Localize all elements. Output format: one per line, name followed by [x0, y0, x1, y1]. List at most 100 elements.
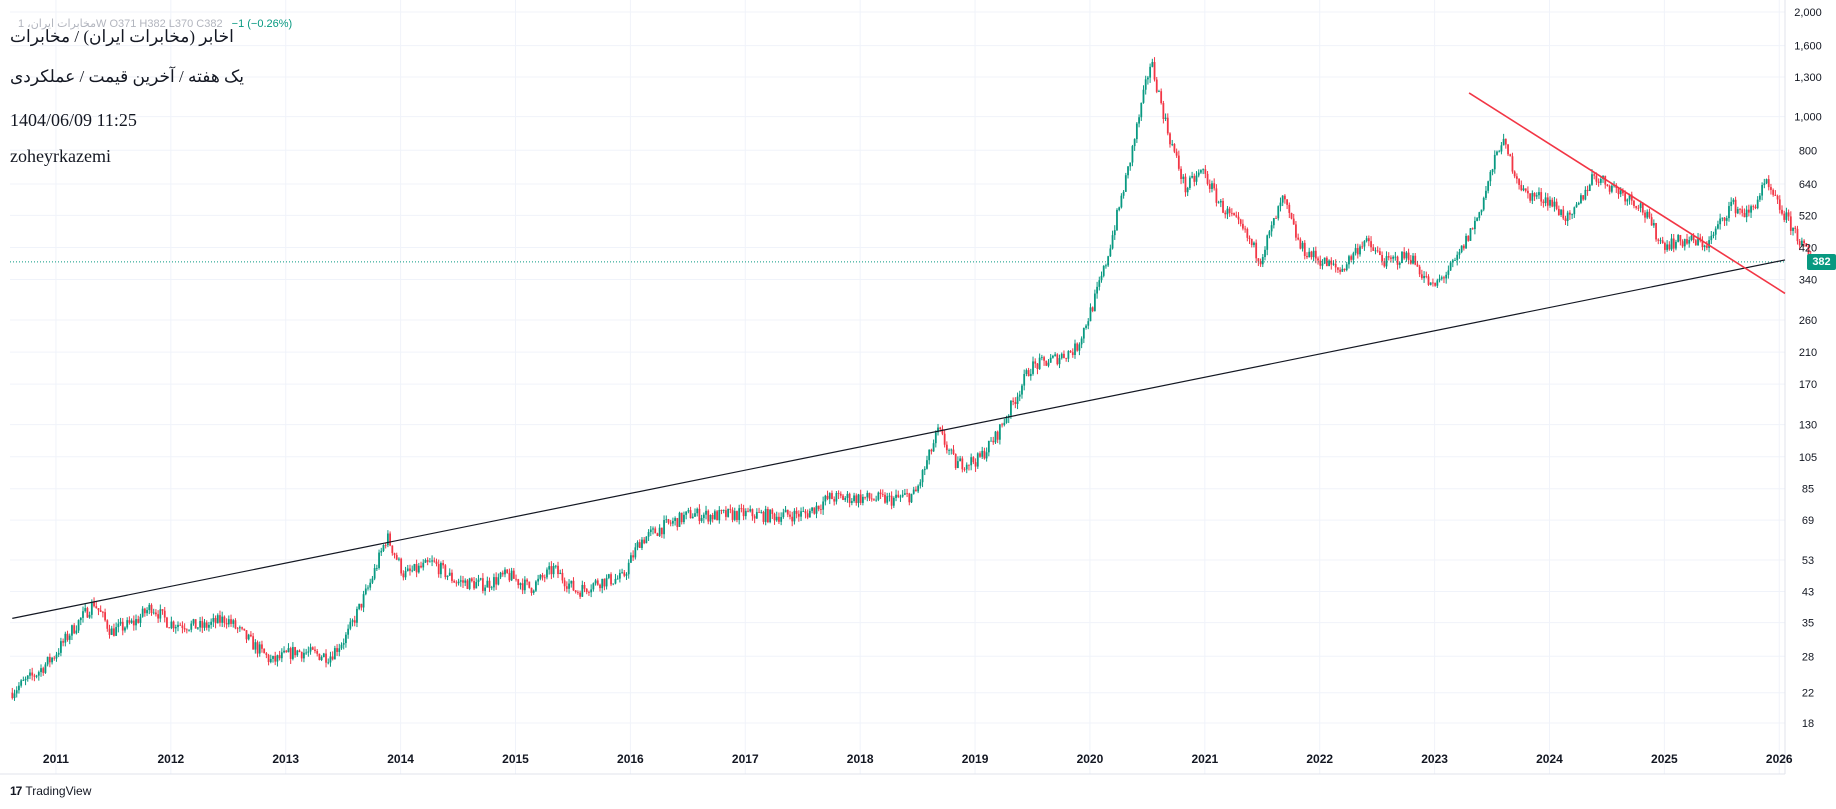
candle — [919, 479, 922, 489]
candle — [532, 589, 535, 595]
candle-body — [1719, 218, 1722, 225]
candle-body — [1043, 357, 1045, 361]
candle — [1147, 75, 1149, 85]
candle — [892, 496, 895, 508]
candle-body — [848, 493, 851, 503]
candle — [470, 577, 473, 583]
candle-body — [278, 655, 281, 659]
candle-body — [1226, 208, 1229, 215]
candle — [974, 458, 977, 472]
candle-body — [1244, 228, 1247, 230]
candle-body — [523, 579, 526, 591]
candle-body — [1319, 260, 1322, 266]
candle — [309, 643, 312, 655]
candle-body — [1321, 263, 1324, 266]
candle — [1485, 185, 1487, 201]
candle — [700, 514, 703, 523]
resistance-trendline[interactable] — [1468, 92, 1786, 295]
candle — [375, 564, 378, 572]
candle — [552, 563, 555, 578]
candle — [1736, 206, 1739, 215]
price-axis[interactable]: 2,0001,6001,3001,00080064052042034026021… — [1794, 7, 1822, 730]
candle — [725, 506, 727, 521]
symbol-title: اخابر (مخابرات ایران) / مخابرات — [10, 27, 234, 46]
candle — [265, 652, 268, 659]
candle-body — [1091, 307, 1094, 311]
tradingview-brand[interactable]: 17 TradingView — [10, 783, 91, 799]
candle-body — [1385, 256, 1388, 267]
candle — [1345, 261, 1348, 272]
candle-body — [903, 493, 906, 495]
candle — [1770, 183, 1772, 195]
candle-body — [1515, 176, 1518, 179]
candle-body — [667, 519, 670, 523]
candle-body — [1374, 250, 1377, 252]
candle-body — [749, 509, 752, 512]
candle — [148, 602, 151, 615]
candle — [1306, 252, 1308, 259]
candle-body — [300, 651, 303, 659]
candle — [526, 578, 528, 586]
candle-body — [782, 512, 785, 518]
candle-body — [1518, 178, 1520, 185]
trendlines[interactable] — [12, 92, 1786, 619]
candle — [601, 578, 604, 594]
candle-body — [585, 588, 588, 593]
candle-body — [660, 527, 663, 535]
candle — [314, 646, 316, 654]
candle — [150, 603, 153, 616]
candle-body — [227, 619, 230, 625]
candle — [1467, 235, 1470, 242]
candle — [20, 679, 23, 688]
candle-body — [733, 511, 736, 520]
candle-body — [656, 533, 659, 536]
candle-body — [272, 655, 274, 659]
candle — [1056, 353, 1059, 366]
candle-body — [607, 574, 610, 578]
candle — [521, 578, 524, 595]
candle — [1549, 196, 1551, 208]
candle-body — [1721, 217, 1724, 219]
candle — [968, 464, 970, 471]
candle-body — [1582, 195, 1585, 200]
candle-body — [201, 620, 204, 628]
candle — [1557, 205, 1560, 216]
candle-body — [1147, 77, 1149, 80]
candle — [1144, 75, 1147, 95]
candle — [824, 494, 827, 506]
candle-body — [172, 621, 175, 629]
candle-body — [1080, 338, 1083, 345]
candle — [1747, 204, 1750, 217]
candle — [1292, 213, 1295, 225]
candle-body — [1776, 195, 1779, 200]
candle — [1480, 209, 1483, 216]
candle — [1184, 173, 1187, 197]
time-axis[interactable]: 2011 2012 2013 2014 2015 2016 2017 2018 2019 2020… — [43, 752, 1793, 766]
candle — [1513, 170, 1516, 179]
candle — [172, 620, 175, 632]
candle — [1082, 327, 1085, 344]
candle — [658, 524, 661, 538]
candle-body — [590, 589, 593, 593]
candle-body — [1188, 177, 1191, 188]
candle-body — [636, 542, 639, 548]
candle — [1052, 354, 1054, 359]
candle-body — [665, 519, 668, 521]
candle-body — [15, 690, 18, 694]
price-tick-label: 340 — [1799, 274, 1817, 286]
candle-body — [1001, 424, 1003, 426]
candle-body — [1467, 235, 1470, 241]
support-trendline[interactable] — [12, 259, 1786, 619]
candle-body — [93, 601, 95, 607]
candle-body — [784, 509, 787, 513]
candle — [340, 642, 343, 650]
candle — [753, 514, 756, 524]
candle-body — [1405, 252, 1408, 259]
candle-body — [1047, 362, 1050, 366]
candle-body — [943, 433, 946, 445]
candle-body — [1052, 355, 1054, 358]
candle — [930, 448, 933, 455]
candle — [786, 509, 789, 518]
candle-body — [630, 555, 632, 563]
